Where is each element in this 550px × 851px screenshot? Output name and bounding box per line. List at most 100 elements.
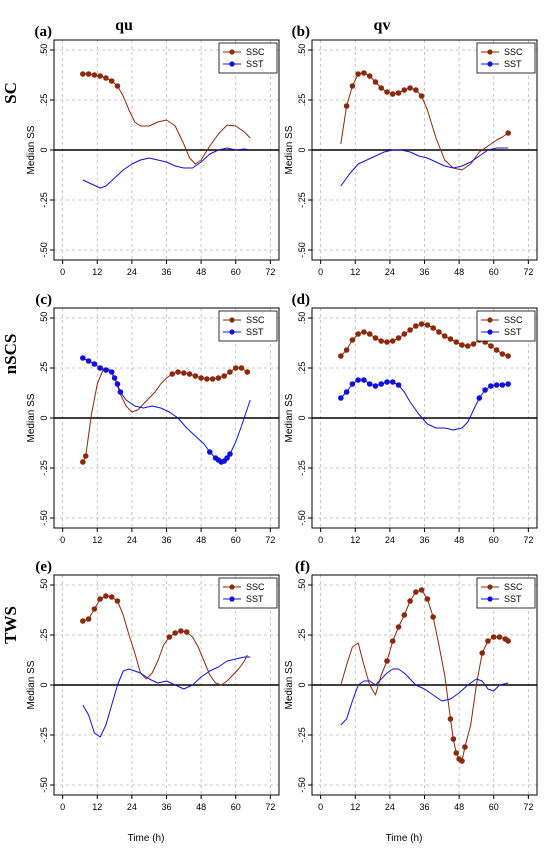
series-point-ssc-27 bbox=[493, 347, 500, 353]
series-point-ssc-0 bbox=[80, 459, 86, 465]
series-point-ssc-1 bbox=[82, 453, 89, 459]
y-tick-label-4: .50 bbox=[39, 579, 49, 592]
x-tick-label-2: 24 bbox=[127, 535, 137, 545]
row-title-nscs: nSCS bbox=[1, 334, 20, 375]
row-title-tws: TWS bbox=[1, 606, 20, 644]
x-tick-label-4: 48 bbox=[196, 267, 206, 277]
x-tick-label-6: 72 bbox=[265, 535, 275, 545]
series-point-ssc-10 bbox=[395, 335, 402, 341]
series-point-ssc-24 bbox=[462, 744, 468, 750]
series-point-sst-3 bbox=[355, 377, 361, 383]
series-point-ssc-28 bbox=[499, 351, 506, 357]
series-point-sst-7 bbox=[378, 381, 385, 387]
series-point-ssc-14 bbox=[418, 93, 425, 99]
panel-label: (b) bbox=[292, 24, 310, 40]
y-tick-label-4: .50 bbox=[39, 44, 49, 57]
series-point-ssc-27 bbox=[479, 650, 485, 656]
series-point-ssc-1 bbox=[85, 71, 92, 77]
x-tick-label-4: 48 bbox=[196, 802, 206, 812]
y-axis-label: Median SS bbox=[26, 660, 37, 709]
series-point-ssc-1 bbox=[343, 347, 350, 353]
y-tick-label-3: .25 bbox=[297, 362, 307, 375]
series-point-ssc-15 bbox=[166, 634, 173, 640]
x-axis-label-left: Time (h) bbox=[128, 833, 165, 844]
series-point-ssc-9 bbox=[389, 338, 396, 344]
series-point-ssc-16 bbox=[172, 630, 178, 636]
series-point-ssc-7 bbox=[378, 85, 385, 91]
series-point-sst-5 bbox=[366, 381, 373, 387]
x-tick-label-5: 60 bbox=[489, 535, 499, 545]
y-tick-label-0: -.50 bbox=[39, 510, 49, 526]
series-line-sst bbox=[82, 656, 251, 738]
y-tick-label-3: .25 bbox=[39, 362, 49, 375]
x-tick-label-5: 60 bbox=[231, 267, 241, 277]
y-tick-label-0: -.50 bbox=[297, 777, 307, 793]
series-point-ssc-17 bbox=[178, 628, 184, 634]
x-tick-label-5: 60 bbox=[231, 802, 241, 812]
series-point-ssc-6 bbox=[372, 335, 379, 341]
series-point-sst-1 bbox=[343, 389, 350, 395]
x-tick-label-3: 36 bbox=[161, 802, 171, 812]
series-point-sst-4 bbox=[361, 377, 367, 383]
y-tick-label-1: -.25 bbox=[39, 460, 49, 476]
series-point-ssc-20 bbox=[192, 373, 199, 379]
chart-panel-2: 0 12 24 36 48 60 72 -.50 -.25 0 .25 .50 Median SS (c)… bbox=[26, 292, 280, 545]
series-point-ssc-21 bbox=[459, 342, 465, 348]
y-tick-label-4: .50 bbox=[297, 579, 307, 592]
legend: SSC SST bbox=[476, 42, 536, 74]
series-point-ssc-0 bbox=[338, 353, 344, 359]
series-point-ssc-11 bbox=[401, 331, 408, 337]
x-tick-label-6: 72 bbox=[523, 267, 533, 277]
series-point-ssc-5 bbox=[108, 594, 115, 600]
x-tick-label-2: 24 bbox=[385, 802, 395, 812]
legend-label-sst: SST bbox=[504, 327, 522, 337]
legend: SSC SST bbox=[218, 310, 278, 342]
legend-marker-sst bbox=[487, 596, 493, 602]
y-axis-label: Median SS bbox=[26, 393, 37, 442]
panels: 0 12 24 36 48 60 72 -.50 -.25 0 .25 .50 Median SS (a)… bbox=[26, 24, 538, 812]
legend-marker-ssc bbox=[487, 317, 493, 323]
y-axis-label: Median SS bbox=[26, 125, 37, 174]
x-tick-label-4: 48 bbox=[454, 535, 464, 545]
y-tick-label-0: -.50 bbox=[297, 510, 307, 526]
series-point-ssc-21 bbox=[453, 750, 460, 756]
chart-panel-1: 0 12 24 36 48 60 72 -.50 -.25 0 .25 .50 Median SS (b)… bbox=[284, 24, 538, 277]
x-tick-label-1: 12 bbox=[92, 535, 102, 545]
series-point-ssc-11 bbox=[401, 87, 408, 93]
x-tick-label-5: 60 bbox=[489, 267, 499, 277]
x-tick-label-1: 12 bbox=[350, 535, 360, 545]
series-point-ssc-19 bbox=[447, 716, 454, 722]
legend-box bbox=[476, 577, 536, 609]
legend-marker-ssc bbox=[487, 49, 493, 55]
chart-panel-0: 0 12 24 36 48 60 72 -.50 -.25 0 .25 .50 Median SS (a)… bbox=[26, 24, 280, 277]
series-point-sst-8 bbox=[117, 389, 124, 395]
series-point-sst-2 bbox=[91, 361, 98, 367]
legend-box bbox=[218, 577, 278, 609]
y-tick-label-1: -.25 bbox=[297, 192, 307, 208]
series-point-ssc-4 bbox=[361, 329, 367, 335]
x-tick-label-0: 0 bbox=[60, 535, 65, 545]
series-point-ssc-20 bbox=[453, 339, 460, 345]
series-point-ssc-14 bbox=[418, 587, 425, 593]
legend-marker-sst bbox=[487, 61, 493, 67]
series-point-sst-2 bbox=[349, 381, 356, 387]
series-point-sst-5 bbox=[108, 369, 115, 375]
y-tick-label-4: .50 bbox=[297, 312, 307, 325]
series-point-ssc-7 bbox=[378, 338, 385, 344]
x-tick-label-3: 36 bbox=[419, 267, 429, 277]
series-point-ssc-0 bbox=[80, 71, 86, 77]
x-tick-label-0: 0 bbox=[60, 267, 65, 277]
series-point-ssc-6 bbox=[114, 83, 121, 89]
series-point-ssc-1 bbox=[85, 616, 92, 622]
legend-marker-ssc bbox=[229, 49, 235, 55]
series-point-ssc-5 bbox=[366, 331, 373, 337]
legend-label-sst: SST bbox=[246, 594, 264, 604]
series-point-sst-19 bbox=[206, 449, 213, 455]
y-tick-label-1: -.25 bbox=[297, 460, 307, 476]
series-line-ssc bbox=[340, 589, 509, 762]
x-tick-label-4: 48 bbox=[454, 802, 464, 812]
series-point-ssc-6 bbox=[114, 598, 121, 604]
series-point-sst-24 bbox=[493, 382, 500, 388]
series-line-ssc bbox=[82, 367, 248, 463]
legend: SSC SST bbox=[476, 310, 536, 342]
